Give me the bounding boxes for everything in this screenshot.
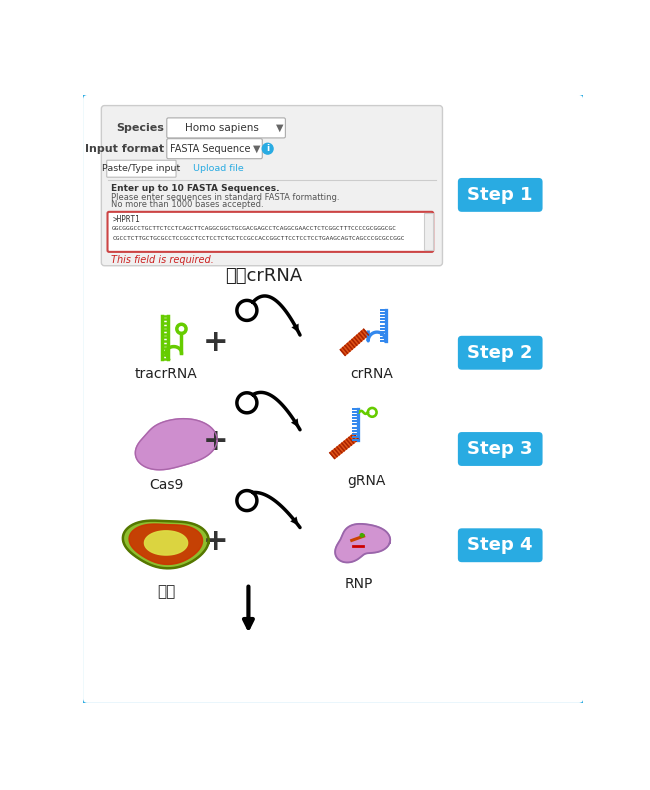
Text: Step 1: Step 1 bbox=[467, 186, 533, 204]
Polygon shape bbox=[330, 434, 358, 458]
FancyBboxPatch shape bbox=[167, 118, 285, 138]
Text: 细胞: 细胞 bbox=[157, 584, 175, 599]
FancyBboxPatch shape bbox=[107, 160, 176, 177]
Text: Input format: Input format bbox=[85, 144, 164, 154]
Text: +: + bbox=[203, 427, 228, 456]
Text: Cas9: Cas9 bbox=[149, 478, 183, 492]
FancyBboxPatch shape bbox=[101, 106, 443, 265]
Text: ▼: ▼ bbox=[276, 123, 284, 133]
Text: Upload file: Upload file bbox=[193, 164, 244, 173]
Text: 设计crRNA: 设计crRNA bbox=[225, 267, 302, 284]
Text: CGCCTCTTGCTGCGCCTCCGCCTCCTCCTCTGCTCCGCCACCGGCTTCCTCCTCCTGAAGCAGTCAGCCCGCGCCGGC: CGCCTCTTGCTGCGCCTCCGCCTCCTCCTCTGCTCCGCCA… bbox=[112, 235, 405, 240]
Text: +: + bbox=[203, 527, 228, 556]
Polygon shape bbox=[335, 524, 390, 562]
Text: Homo sapiens: Homo sapiens bbox=[185, 123, 259, 133]
Polygon shape bbox=[129, 524, 203, 564]
Text: Paste/Type input: Paste/Type input bbox=[102, 164, 181, 173]
FancyBboxPatch shape bbox=[458, 529, 543, 562]
FancyBboxPatch shape bbox=[458, 432, 543, 466]
Text: This field is required.: This field is required. bbox=[111, 254, 213, 265]
Text: >HPRT1: >HPRT1 bbox=[112, 215, 140, 224]
Text: Step 3: Step 3 bbox=[467, 440, 533, 458]
Text: RNP: RNP bbox=[344, 577, 372, 591]
Text: No more than 1000 bases accepted.: No more than 1000 bases accepted. bbox=[111, 201, 263, 209]
FancyBboxPatch shape bbox=[107, 212, 433, 252]
Text: i: i bbox=[266, 145, 269, 153]
FancyBboxPatch shape bbox=[167, 139, 263, 159]
Polygon shape bbox=[135, 419, 217, 470]
Polygon shape bbox=[144, 531, 188, 555]
Text: Please enter sequences in standard FASTA formatting.: Please enter sequences in standard FASTA… bbox=[111, 193, 339, 201]
FancyBboxPatch shape bbox=[458, 178, 543, 212]
Text: Enter up to 10 FASTA Sequences.: Enter up to 10 FASTA Sequences. bbox=[111, 184, 279, 194]
Text: Species: Species bbox=[116, 123, 164, 133]
Text: FASTA Sequence: FASTA Sequence bbox=[170, 144, 251, 154]
Text: crRNA: crRNA bbox=[350, 367, 393, 381]
Text: gRNA: gRNA bbox=[347, 474, 385, 488]
Polygon shape bbox=[123, 521, 209, 568]
Text: tracrRNA: tracrRNA bbox=[135, 367, 198, 381]
FancyBboxPatch shape bbox=[424, 213, 433, 250]
Text: GGCGGGCCTGCTTCTCCTCAGCTTCAGGCGGCTGCGACGAGCCTCAGGCGAACCTCTCGGCTTTCCCCGCGGGCGC: GGCGGGCCTGCTTCTCCTCAGCTTCAGGCGGCTGCGACGA… bbox=[112, 226, 397, 231]
Text: Step 4: Step 4 bbox=[467, 536, 533, 555]
Text: ▼: ▼ bbox=[253, 144, 261, 154]
FancyBboxPatch shape bbox=[81, 93, 585, 705]
Circle shape bbox=[263, 143, 273, 154]
Polygon shape bbox=[341, 329, 369, 356]
Text: +: + bbox=[203, 328, 228, 357]
Text: Step 2: Step 2 bbox=[467, 344, 533, 362]
FancyBboxPatch shape bbox=[458, 336, 543, 370]
